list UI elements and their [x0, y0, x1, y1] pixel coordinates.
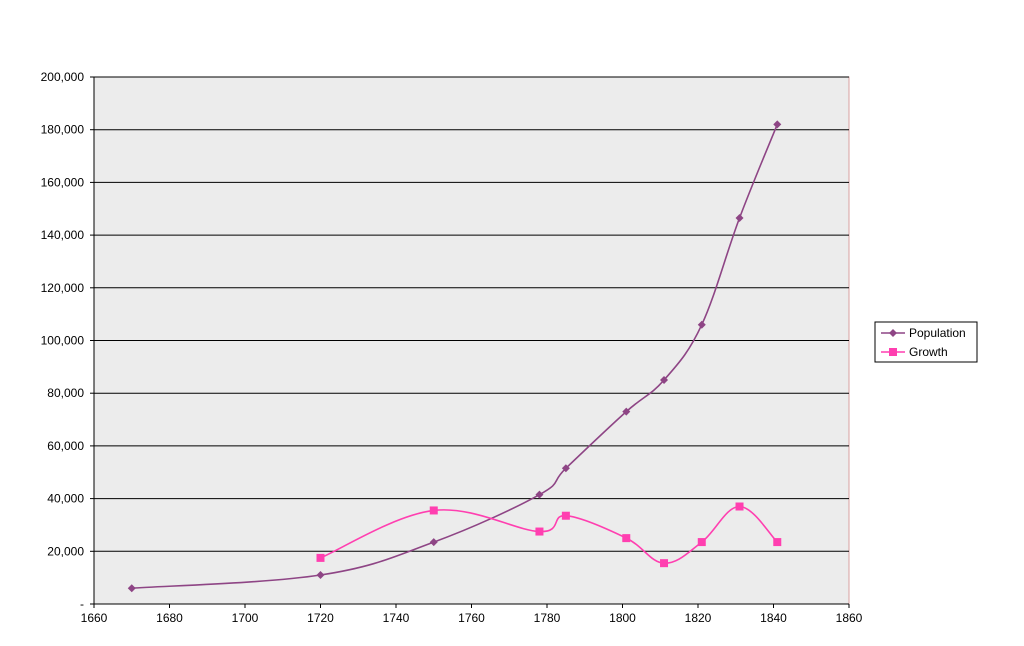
population-data-point [773, 120, 782, 129]
population-data-point [561, 464, 570, 473]
population-data-point [622, 407, 631, 416]
x-tick-label: 1720 [307, 611, 334, 625]
y-tick-label: 20,000 [47, 544, 84, 558]
growth-data-point [622, 534, 631, 543]
legend-population-marker [889, 329, 897, 337]
population-data-point [697, 320, 706, 329]
y-tick-label: 180,000 [41, 123, 85, 137]
x-tick-label: 1740 [383, 611, 410, 625]
growth-data-point [660, 559, 669, 568]
population-data-point [429, 538, 438, 547]
population-series-line [131, 124, 779, 589]
gridlines [94, 76, 849, 552]
y-tick-label: 60,000 [47, 439, 84, 453]
legend-population-label: Population [909, 326, 966, 340]
growth-data-point [697, 538, 706, 547]
x-axis-ticks: 1660 1680 1700 1720 1740 1760 1780 1800 1820 1840… [81, 604, 863, 625]
growth-data-point [773, 538, 782, 547]
growth-data-point [561, 511, 570, 520]
x-tick-label: 1660 [81, 611, 108, 625]
growth-data-point [735, 502, 744, 511]
x-tick-label: 1840 [760, 611, 787, 625]
y-tick-label: 120,000 [41, 281, 85, 295]
legend: Population Growth [874, 321, 978, 363]
growth-data-point [535, 527, 544, 536]
legend-growth-label: Growth [909, 345, 948, 359]
x-tick-label: 1860 [836, 611, 863, 625]
y-tick-label: 80,000 [47, 386, 84, 400]
y-tick-label: - [80, 597, 84, 611]
x-tick-label: 1780 [534, 611, 561, 625]
x-tick-label: 1820 [685, 611, 712, 625]
population-data-point [535, 490, 544, 499]
x-tick-label: 1680 [156, 611, 183, 625]
y-axis-ticks: - 20,000 40,000 60,000 80,000 100,000 120,000 1… [41, 70, 94, 611]
y-tick-label: 40,000 [47, 492, 84, 506]
y-tick-label: 140,000 [41, 228, 85, 242]
y-tick-label: 200,000 [41, 70, 85, 84]
growth-data-point [429, 506, 438, 515]
y-tick-label: 160,000 [41, 175, 85, 189]
population-data-point [660, 376, 669, 385]
growth-data-point [316, 553, 325, 562]
x-tick-label: 1800 [609, 611, 636, 625]
population-data-point [127, 584, 136, 593]
x-tick-label: 1760 [458, 611, 485, 625]
population-data-point [316, 571, 325, 580]
population-data-point [735, 213, 744, 222]
series-layer [127, 120, 782, 593]
y-tick-label: 100,000 [41, 334, 85, 348]
x-tick-label: 1700 [232, 611, 259, 625]
legend-growth-marker [889, 348, 897, 356]
